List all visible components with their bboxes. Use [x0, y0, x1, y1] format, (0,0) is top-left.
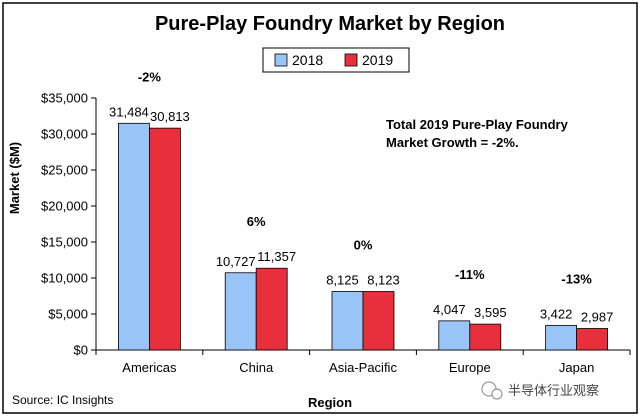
bar-2018-asia-pacific [331, 291, 364, 351]
data-label: 11,357 [257, 249, 296, 264]
growth-label: -11% [455, 267, 485, 282]
bar-2019-china [255, 267, 288, 351]
x-tick-label: Americas [122, 360, 177, 375]
y-tick-label: $25,000 [41, 163, 88, 178]
x-tick-label: Asia-Pacific [329, 360, 397, 375]
bar-2019-americas [148, 127, 181, 351]
x-tick-label: Europe [449, 360, 491, 375]
annotation-line-1: Total 2019 Pure-Play Foundry [386, 117, 569, 132]
data-label: 3,422 [540, 306, 573, 321]
data-label: 3,595 [474, 305, 507, 320]
legend: 2018 2019 [262, 47, 410, 73]
legend-swatch-2018 [274, 53, 288, 67]
legend-swatch-2019 [344, 53, 358, 67]
bar-2018-japan [545, 324, 577, 351]
bar-2019-japan [576, 328, 608, 351]
wechat-icon [481, 381, 503, 400]
data-label: 30,813 [150, 109, 190, 124]
x-axis-title: Region [308, 395, 352, 410]
y-tick-label: $35,000 [41, 91, 88, 106]
y-tick-label: $15,000 [41, 235, 88, 250]
annotation-line-2: Market Growth = -2%. [386, 135, 519, 150]
bar-2019-asia-pacific [362, 291, 395, 351]
x-tick-label: China [239, 360, 274, 375]
legend-label-2019: 2019 [362, 52, 393, 68]
data-label: 4,047 [433, 302, 466, 317]
bar-2019-europe [469, 323, 502, 351]
bar-2018-europe [438, 320, 471, 351]
source-note: Source: IC Insights [12, 393, 113, 407]
growth-label: -13% [561, 271, 592, 286]
y-tick-label: $30,000 [41, 127, 88, 142]
legend-label-2018: 2018 [292, 52, 323, 68]
y-tick-label: $0 [74, 343, 88, 358]
data-label: 8,125 [326, 273, 359, 288]
growth-label: 6% [247, 214, 266, 229]
data-label: 8,123 [367, 273, 400, 288]
y-tick-label: $10,000 [41, 271, 88, 286]
data-label: 2,987 [581, 309, 614, 324]
data-label: 31,484 [109, 104, 149, 119]
growth-label: -2% [138, 69, 162, 84]
watermark: 半导体行业观察 [481, 381, 599, 400]
growth-label: 0% [354, 238, 373, 253]
chart-title: Pure-Play Foundry Market by Region [155, 13, 505, 35]
y-tick-label: $20,000 [41, 199, 88, 214]
y-tick-label: $5,000 [48, 307, 88, 322]
watermark-text: 半导体行业观察 [508, 383, 599, 398]
x-tick-label: Japan [559, 360, 594, 375]
data-label: 10,727 [216, 254, 256, 269]
y-axis-title: Market ($M) [7, 142, 22, 214]
plot-area: $0 $5,000 $10,000 $15,000 $20,000 $25,000 $30,… [41, 69, 631, 375]
bar-2018-americas [118, 122, 150, 351]
bar-2018-china [224, 272, 257, 351]
